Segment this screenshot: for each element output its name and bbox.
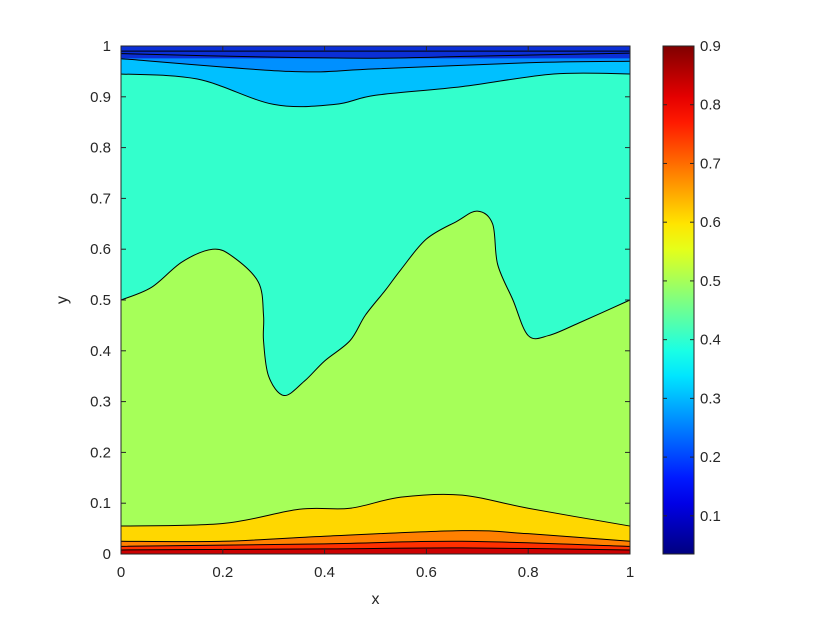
contour-fills [120,45,631,555]
colorbar-tick-label: 0.6 [700,214,721,231]
x-tick-label: 0.6 [416,564,437,581]
contour-bottom-3 [120,540,631,547]
contour-top-4 [120,72,631,108]
x-tick-label: 0.4 [314,564,335,581]
colorbar-tick-label: 0.9 [700,38,721,55]
x-axis-label: x [372,591,380,608]
contour-bottom-4 [120,547,631,551]
y-tick-label: 0.2 [90,444,111,461]
contour-lines [120,50,631,551]
contour-top-2 [120,52,631,59]
colorbar-tick-label: 0.4 [700,332,721,349]
y-tick-label: 0.3 [90,394,111,411]
y-tick-label: 0.5 [90,292,111,309]
contour-mid [120,210,631,397]
band-blue-dark [120,45,631,60]
contour-bottom-2 [120,530,631,543]
colorbar-tick-label: 0.3 [700,390,721,407]
y-tick-label: 0.1 [90,495,111,512]
y-axis: 0 0.1 0.2 0.3 0.4 0.5 0.6 0.7 0.8 0.9 1 [90,38,630,563]
colorbar-tick-label: 0.2 [700,449,721,466]
x-axis: 0 0.2 0.4 0.6 0.8 1 [117,46,634,581]
x-tick-label: 1 [626,564,634,581]
y-tick-label: 0 [103,546,111,563]
colorbar-gradient [662,45,695,555]
colorbar: 0.1 0.2 0.3 0.4 0.5 0.6 0.7 0.8 0.9 [662,38,721,555]
y-tick-label: 0.7 [90,190,111,207]
y-tick-label: 0.8 [90,140,111,157]
x-tick-label: 0.2 [212,564,233,581]
colorbar-tick-label: 0.7 [700,155,721,172]
x-tick-label: 0.8 [518,564,539,581]
colorbar-tick-label: 0.5 [700,273,721,290]
y-tick-label: 1 [103,38,111,55]
colorbar-tick-label: 0.1 [700,508,721,525]
contour-top-3 [120,58,631,73]
colorbar-tick-label: 0.8 [700,97,721,114]
y-tick-label: 0.4 [90,343,111,360]
y-tick-label: 0.9 [90,89,111,106]
x-tick-label: 0 [117,564,125,581]
y-axis-label: y [54,296,71,304]
y-tick-label: 0.6 [90,241,111,258]
contour-bottom-1 [120,493,631,527]
